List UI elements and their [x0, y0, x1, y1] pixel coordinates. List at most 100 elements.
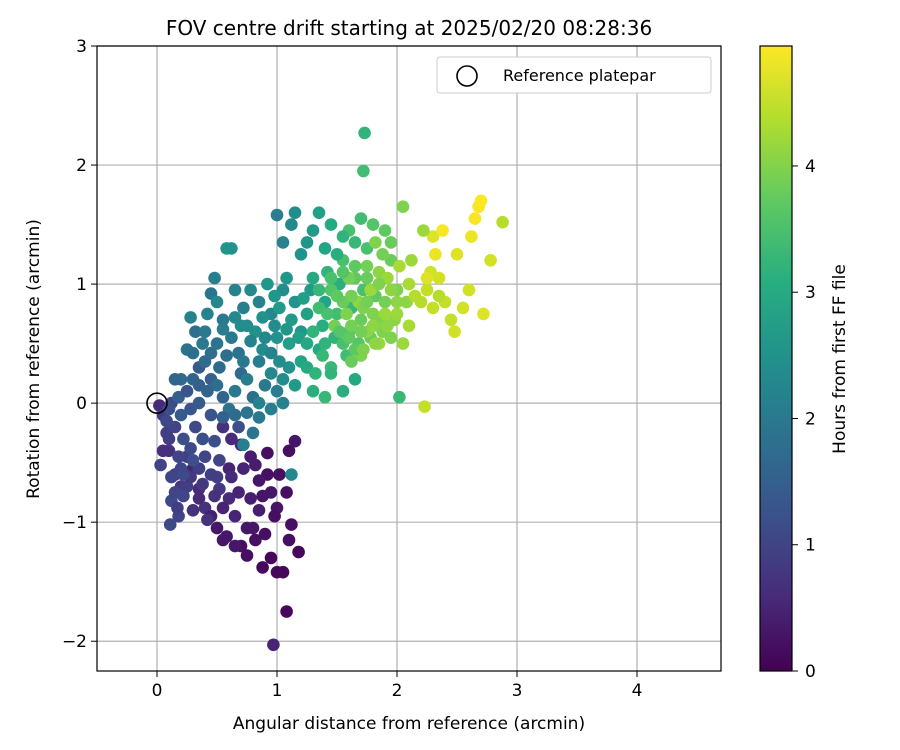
data-point	[237, 438, 250, 452]
data-point	[213, 361, 226, 374]
data-point	[348, 373, 362, 386]
data-point	[393, 259, 406, 273]
data-point	[294, 248, 308, 261]
data-point	[240, 373, 254, 386]
legend-marker	[456, 65, 478, 87]
data-point	[228, 539, 242, 553]
data-point	[208, 271, 221, 285]
data-point	[186, 454, 200, 467]
data-point	[168, 373, 182, 386]
data-point	[256, 489, 269, 503]
y-tick-label: 0	[76, 394, 87, 414]
data-point	[225, 470, 238, 484]
data-point	[462, 283, 476, 297]
data-point	[357, 343, 370, 356]
data-point	[324, 271, 338, 285]
data-points	[153, 126, 509, 652]
data-point	[244, 283, 257, 297]
data-point	[402, 277, 416, 291]
data-point	[204, 346, 218, 360]
data-point	[270, 331, 284, 345]
y-axis-label: Rotation from reference (arcmin)	[24, 219, 44, 499]
y-tick-label: 2	[76, 156, 87, 176]
data-point	[316, 349, 329, 362]
data-point	[393, 390, 406, 404]
data-point	[402, 319, 416, 333]
x-tick-label: 2	[392, 681, 403, 701]
data-point	[369, 337, 382, 350]
data-point	[270, 208, 284, 222]
data-point	[210, 295, 224, 309]
data-point	[342, 331, 356, 345]
data-point	[300, 307, 314, 321]
data-point	[468, 212, 482, 225]
data-point	[444, 313, 458, 327]
data-point	[184, 442, 197, 455]
data-point	[180, 480, 194, 493]
data-point	[216, 501, 230, 515]
colorbar-tick-label: 3	[805, 283, 816, 303]
data-point	[345, 355, 358, 368]
data-point	[258, 527, 272, 541]
data-point	[477, 307, 490, 321]
data-point	[172, 450, 185, 464]
data-point	[285, 468, 298, 481]
data-point	[163, 518, 177, 531]
data-point	[324, 218, 338, 231]
data-point	[208, 434, 221, 448]
data-point	[496, 215, 509, 229]
data-point	[186, 346, 200, 360]
data-point	[232, 486, 245, 499]
data-point	[184, 311, 197, 324]
data-point	[378, 295, 392, 309]
data-point	[186, 504, 200, 517]
data-point	[210, 521, 224, 535]
data-point	[282, 337, 296, 350]
data-point	[312, 283, 326, 297]
data-point	[360, 295, 374, 309]
data-point	[171, 501, 184, 515]
data-point	[432, 271, 446, 285]
data-point	[396, 200, 410, 213]
data-point	[249, 533, 262, 547]
data-point	[222, 492, 236, 505]
data-point	[252, 295, 266, 309]
colorbar-ticks: 0 1 2 3 4	[792, 157, 816, 682]
data-point	[201, 513, 214, 527]
data-point	[228, 311, 242, 324]
data-point	[192, 379, 206, 392]
reference-marker	[146, 392, 168, 414]
y-tick-label: −2	[62, 632, 87, 652]
data-point	[204, 408, 218, 422]
colorbar-tick-label: 2	[805, 409, 816, 429]
data-point	[189, 325, 202, 339]
data-point	[465, 230, 478, 243]
data-point	[225, 331, 238, 345]
x-tick-label: 1	[272, 681, 283, 701]
data-point	[306, 271, 320, 285]
colorbar	[759, 45, 793, 672]
data-point	[484, 253, 497, 267]
data-point	[256, 311, 269, 324]
data-point	[192, 396, 206, 410]
data-point	[330, 289, 344, 303]
data-point	[378, 307, 392, 321]
x-tick-label: 3	[512, 681, 523, 701]
data-point	[432, 289, 446, 303]
y-tick-label: −1	[62, 513, 87, 533]
colorbar-tick-label: 4	[805, 157, 816, 177]
data-point	[225, 432, 238, 446]
data-point	[177, 432, 190, 446]
colorbar-label: Hours from first FF file	[830, 264, 850, 454]
data-point	[360, 271, 374, 285]
data-point	[378, 224, 392, 237]
data-point	[220, 349, 233, 362]
data-point	[384, 283, 398, 297]
data-point	[264, 402, 278, 416]
data-point	[348, 259, 362, 273]
data-point	[198, 325, 212, 339]
data-point	[196, 432, 209, 446]
data-point	[276, 565, 290, 579]
colorbar-tick-label: 1	[805, 536, 816, 556]
data-point	[306, 224, 320, 237]
